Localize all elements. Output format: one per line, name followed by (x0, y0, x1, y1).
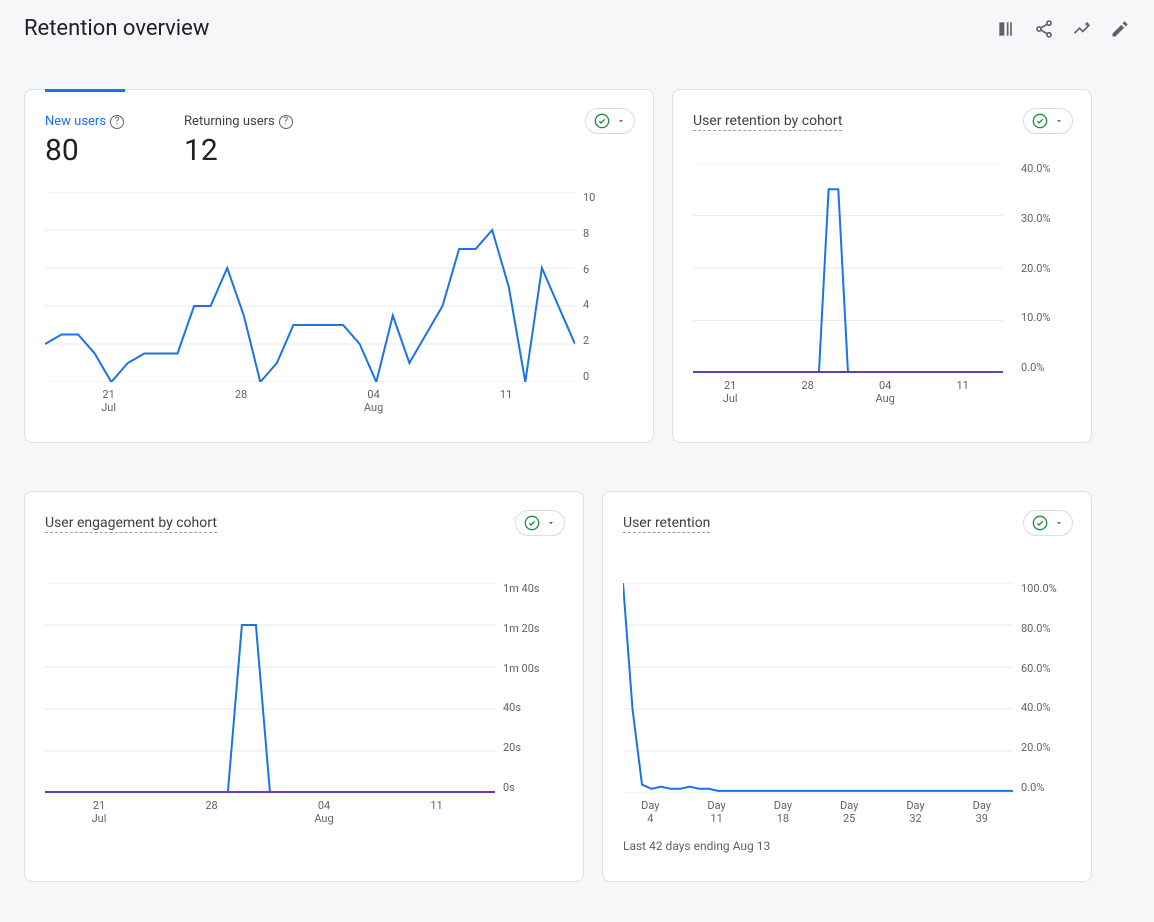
card-status-dropdown[interactable] (1023, 108, 1073, 134)
card-users: New users? 80 Returning users? 12 108642… (24, 89, 654, 443)
y-axis-labels: 1086420 (583, 192, 633, 382)
metric-returning-users[interactable]: Returning users? 12 (184, 110, 293, 168)
y-axis-labels: 100.0%80.0%60.0%40.0%20.0%0.0% (1021, 583, 1071, 793)
x-axis-labels: 21Jul2804Aug11 (693, 379, 1071, 405)
card-title: User engagement by cohort (45, 515, 217, 533)
card-title: User retention (623, 515, 710, 533)
y-axis-labels: 40.0%30.0%20.0%10.0%0.0% (1021, 163, 1071, 373)
x-axis-labels: Day4Day11Day18Day25Day32Day39 (623, 799, 1071, 825)
card-status-dropdown[interactable] (515, 510, 565, 536)
help-icon[interactable]: ? (110, 115, 124, 129)
card-status-dropdown[interactable] (1023, 510, 1073, 536)
share-icon[interactable] (1034, 19, 1054, 39)
engagement-cohort-chart (45, 583, 495, 793)
compare-icon[interactable] (996, 19, 1016, 39)
page-title: Retention overview (24, 16, 209, 41)
active-tab-indicator (45, 89, 125, 92)
metric-new-users[interactable]: New users? 80 (45, 110, 124, 168)
card-user-retention: User retention 100.0%80.0%60.0%40.0%20.0… (602, 491, 1092, 882)
metric-label: Returning users (184, 114, 275, 129)
chart-footnote: Last 42 days ending Aug 13 (623, 839, 1071, 853)
x-axis-labels: 21Jul2804Aug11 (45, 388, 633, 414)
retention-cohort-chart (693, 163, 1003, 373)
x-axis-labels: 21Jul2804Aug11 (45, 799, 563, 825)
user-retention-chart (623, 583, 1013, 793)
help-icon[interactable]: ? (279, 115, 293, 129)
card-status-dropdown[interactable] (585, 108, 635, 134)
metric-value: 12 (184, 133, 293, 168)
header-toolbar (996, 19, 1130, 39)
insights-icon[interactable] (1072, 19, 1092, 39)
users-chart (45, 192, 575, 382)
card-title: User retention by cohort (693, 113, 842, 131)
card-engagement-cohort: User engagement by cohort 1m 40s1m 20s1m… (24, 491, 584, 882)
card-retention-cohort: User retention by cohort 40.0%30.0%20.0%… (672, 89, 1092, 443)
metric-label: New users (45, 114, 106, 129)
y-axis-labels: 1m 40s1m 20s1m 00s40s20s0s (503, 583, 563, 793)
metric-value: 80 (45, 133, 124, 168)
edit-icon[interactable] (1110, 19, 1130, 39)
